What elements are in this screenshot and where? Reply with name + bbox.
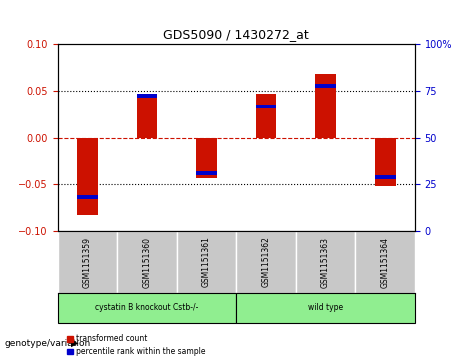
Bar — [196, 138, 217, 178]
Bar — [177, 232, 236, 293]
Bar — [58, 232, 117, 293]
Bar — [77, 138, 98, 216]
Bar — [136, 94, 157, 98]
Bar — [236, 232, 296, 293]
Text: GSM1151363: GSM1151363 — [321, 237, 330, 287]
Bar — [58, 293, 236, 323]
Bar — [355, 232, 415, 293]
Text: GSM1151360: GSM1151360 — [142, 237, 152, 287]
Bar — [296, 232, 355, 293]
Text: GSM1151364: GSM1151364 — [381, 237, 390, 287]
Text: genotype/variation: genotype/variation — [5, 339, 91, 347]
Bar — [255, 105, 277, 109]
Text: cystatin B knockout Cstb-/-: cystatin B knockout Cstb-/- — [95, 303, 199, 312]
Bar — [136, 97, 157, 138]
Bar — [236, 293, 415, 323]
Title: GDS5090 / 1430272_at: GDS5090 / 1430272_at — [163, 28, 309, 41]
Bar — [315, 84, 336, 88]
Text: GSM1151361: GSM1151361 — [202, 237, 211, 287]
Bar — [375, 138, 396, 186]
Text: ▶: ▶ — [71, 338, 79, 348]
Bar — [77, 195, 98, 199]
Text: wild type: wild type — [308, 303, 343, 312]
Text: GSM1151359: GSM1151359 — [83, 237, 92, 287]
Bar — [315, 74, 336, 138]
Legend: transformed count, percentile rank within the sample: transformed count, percentile rank withi… — [64, 331, 208, 359]
Bar — [196, 171, 217, 175]
Bar — [375, 175, 396, 179]
Text: GSM1151362: GSM1151362 — [261, 237, 271, 287]
Bar — [255, 94, 277, 138]
Bar — [117, 232, 177, 293]
